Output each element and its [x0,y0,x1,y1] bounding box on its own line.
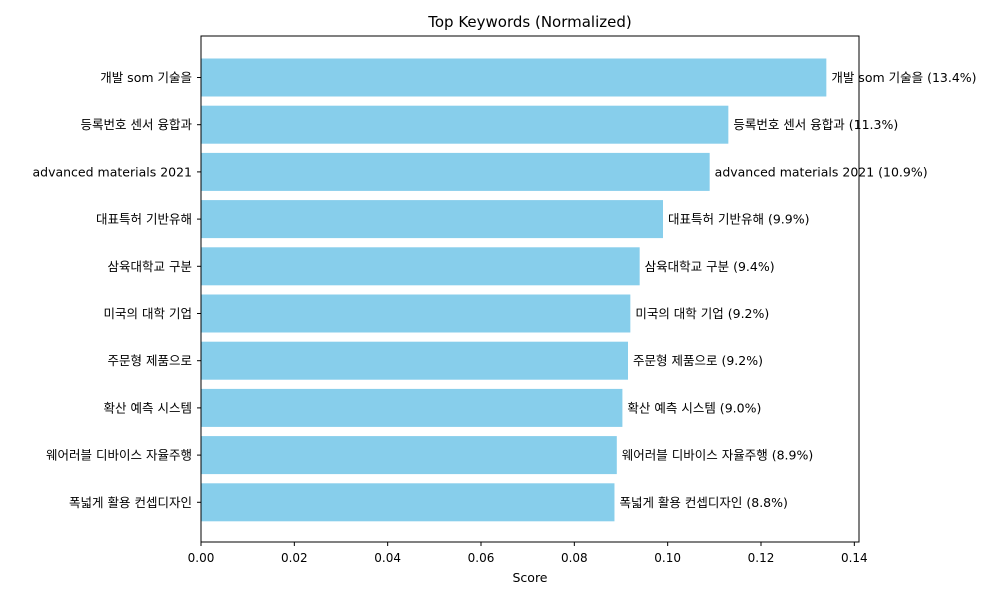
data-label: 웨어러블 디바이스 자율주행 (8.9%) [622,448,813,463]
category-label: 미국의 대학 기업 [104,306,192,321]
bar [201,436,617,474]
x-tick-label: 0.00 [188,551,215,565]
bar [201,295,630,333]
x-axis-ticks: 0.00 0.02 0.04 0.06 0.08 0.10 0.12 0.14 [188,542,868,565]
x-tick-label: 0.04 [374,551,401,565]
x-tick-label: 0.14 [841,551,868,565]
category-label: 대표특허 기반유해 [96,212,192,227]
bar [201,483,614,521]
category-label: 주문형 제품으로 [108,353,192,368]
data-label: advanced materials 2021 (10.9%) [715,164,928,179]
bar [201,342,628,380]
data-label: 개발 som 기술을 (13.4%) [831,70,976,85]
bar [201,153,710,191]
x-tick-label: 0.10 [654,551,681,565]
bar [201,200,663,238]
category-label: advanced materials 2021 [32,164,192,179]
bar [201,106,728,144]
data-label: 대표특허 기반유해 (9.9%) [668,212,809,227]
category-label: 삼육대학교 구분 [108,259,192,274]
category-label: 등록번호 센서 융합과 [81,117,193,132]
data-label: 삼육대학교 구분 (9.4%) [645,259,775,274]
data-label: 확산 예측 시스템 (9.0%) [627,400,761,415]
chart-title: Top Keywords (Normalized) [427,13,632,31]
bar [201,247,640,285]
category-label: 확산 예측 시스템 [104,400,192,415]
bar [201,59,826,97]
data-label: 미국의 대학 기업 (9.2%) [635,306,769,321]
data-label: 등록번호 센서 융합과 (11.3%) [733,117,898,132]
x-axis-label: Score [512,570,547,585]
x-tick-label: 0.02 [281,551,308,565]
data-label: 주문형 제품으로 (9.2%) [633,353,763,368]
bar [201,389,622,427]
x-tick-label: 0.12 [748,551,775,565]
category-label: 개발 som 기술을 [100,70,192,85]
x-tick-label: 0.06 [468,551,495,565]
data-label: 폭넓게 활용 컨셉디자인 (8.8%) [619,495,787,510]
x-tick-label: 0.08 [561,551,588,565]
category-label: 웨어러블 디바이스 자율주행 [46,448,192,463]
category-label: 폭넓게 활용 컨셉디자인 [69,495,192,510]
